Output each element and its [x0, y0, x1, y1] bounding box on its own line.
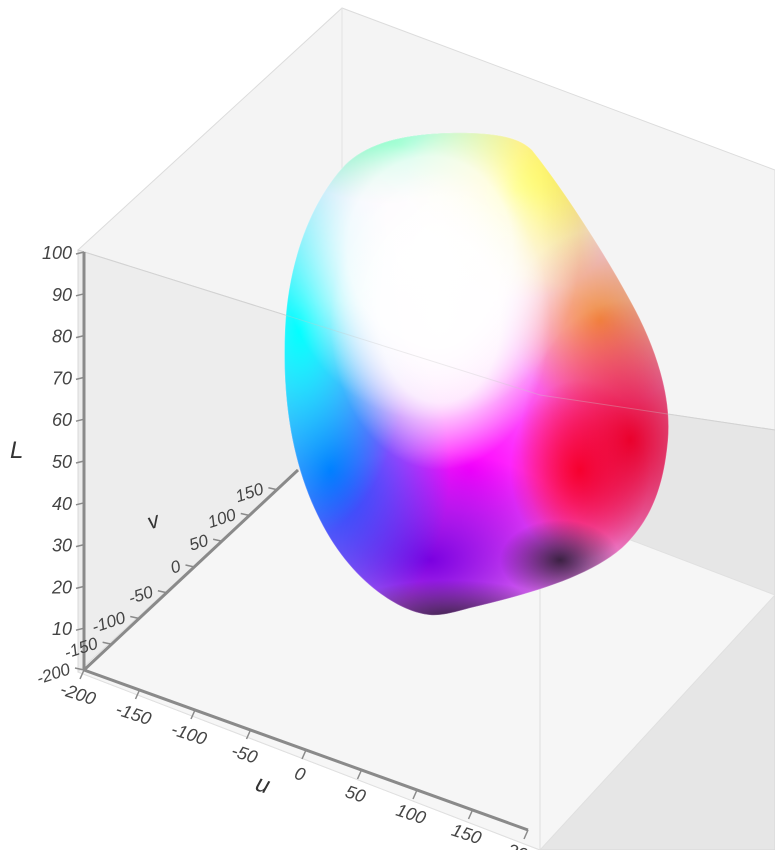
l-tick-mark	[75, 418, 85, 422]
u-tick-mark	[467, 809, 474, 820]
l-tick-label: 100	[42, 243, 72, 263]
u-tick-label: 0	[292, 763, 308, 785]
u-tick-label: 200	[504, 840, 540, 850]
u-tick-label: 50	[343, 781, 368, 806]
l-tick-label: 60	[52, 410, 72, 430]
u-tick-mark	[79, 669, 85, 680]
l-tick-mark	[75, 543, 85, 548]
l-tick-mark	[75, 627, 85, 631]
v-tick-mark	[240, 512, 250, 517]
box-front-top-edge	[77, 249, 541, 396]
l-tick-label: 90	[52, 285, 72, 305]
u-tick-mark	[134, 689, 141, 700]
l-tick-label: 50	[52, 452, 72, 472]
gamut-blend-spot	[330, 170, 550, 470]
u-tick-label: -50	[229, 740, 260, 767]
l-axis-ticks: 10 20 30 40 50 60 70 80 90 100	[42, 243, 85, 639]
v-tick-mark	[268, 487, 278, 491]
l-tick-mark	[75, 293, 85, 297]
v-tick-mark	[102, 641, 112, 645]
u-tick-mark	[523, 829, 529, 840]
l-tick-label: 70	[52, 368, 72, 388]
l-tick-mark	[75, 460, 85, 464]
u-tick-mark	[245, 729, 252, 740]
l-axis-title: L	[10, 437, 23, 464]
l-tick-mark	[75, 376, 85, 381]
u-tick-mark	[301, 749, 307, 760]
v-tick-mark	[157, 590, 168, 594]
u-axis-title: u	[252, 770, 273, 800]
gamut-outline	[284, 132, 670, 616]
v-tick-mark	[74, 667, 85, 671]
v-axis-line	[82, 468, 300, 672]
l-tick-mark	[75, 334, 85, 339]
l-tick-label: 30	[52, 536, 72, 556]
l-tick-label: 10	[52, 619, 72, 639]
v-tick-mark	[212, 538, 223, 542]
u-tick-label: -150	[113, 699, 153, 729]
l-tick-mark	[75, 502, 85, 506]
l-tick-label: 40	[52, 494, 72, 514]
u-tick-label: -200	[58, 679, 98, 709]
v-tick-mark	[185, 564, 195, 568]
u-tick-label: -100	[169, 719, 209, 749]
u-tick-mark	[412, 789, 418, 800]
u-tick-mark	[356, 769, 363, 780]
axes: 10 20 30 40 50 60 70 80 90 100 -200 -150 -100 -50 0 50…	[10, 243, 539, 850]
v-tick-mark	[130, 615, 140, 620]
l-tick-mark	[75, 251, 85, 255]
box-right-top-edge	[539, 394, 775, 431]
u-tick-mark	[190, 709, 196, 720]
l-tick-label: 20	[51, 577, 72, 597]
l-tick-label: 80	[52, 327, 72, 347]
l-tick-mark	[75, 585, 85, 590]
